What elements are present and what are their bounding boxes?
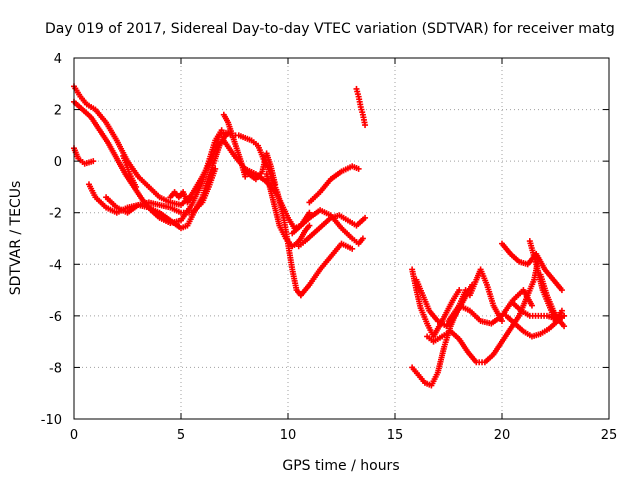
- data-point: [456, 287, 463, 294]
- data-point: [561, 323, 568, 330]
- y-tick-label: -6: [49, 310, 62, 325]
- data-point: [306, 222, 313, 229]
- data-point: [362, 122, 369, 129]
- data-point: [561, 312, 568, 319]
- chart-title: Day 019 of 2017, Sidereal Day-to-day VTE…: [45, 21, 615, 37]
- data-point: [362, 214, 369, 221]
- y-tick-label: -4: [49, 258, 62, 273]
- axis-ticks: [73, 57, 610, 420]
- x-tick-label: 10: [280, 428, 297, 443]
- y-tick-labels: 4 2 0 -2 -4 -6 -8 -10: [41, 52, 62, 428]
- y-tick-label: -10: [41, 413, 62, 428]
- y-tick-label: 2: [54, 104, 62, 119]
- data-point: [359, 235, 366, 242]
- plot-frame: [73, 57, 610, 420]
- x-tick-label: 0: [70, 428, 78, 443]
- grid: [74, 58, 609, 419]
- data-point: [499, 318, 505, 325]
- data-point: [242, 173, 249, 180]
- data-point: [212, 165, 219, 172]
- y-tick-label: 0: [54, 155, 62, 170]
- data-point: [355, 165, 362, 172]
- data-point: [349, 245, 356, 252]
- data-point: [558, 307, 565, 314]
- x-tick-labels: 0 5 10 15 20 25: [70, 428, 617, 443]
- x-tick-label: 15: [387, 428, 404, 443]
- y-tick-label: -2: [49, 207, 62, 222]
- data-points: [71, 83, 568, 389]
- data-point: [558, 287, 565, 294]
- y-tick-label: -8: [49, 361, 62, 376]
- data-point: [188, 194, 195, 201]
- x-tick-label: 25: [601, 428, 618, 443]
- x-axis-label: GPS time / hours: [282, 458, 399, 474]
- x-tick-label: 5: [177, 428, 185, 443]
- data-point: [306, 209, 313, 216]
- data-point: [133, 183, 140, 190]
- y-axis-label: SDTVAR / TECUs: [8, 181, 24, 296]
- data-point: [528, 302, 535, 309]
- y-tick-label: 4: [54, 52, 62, 67]
- data-point: [90, 158, 97, 165]
- x-tick-label: 20: [494, 428, 511, 443]
- data-point: [218, 127, 225, 134]
